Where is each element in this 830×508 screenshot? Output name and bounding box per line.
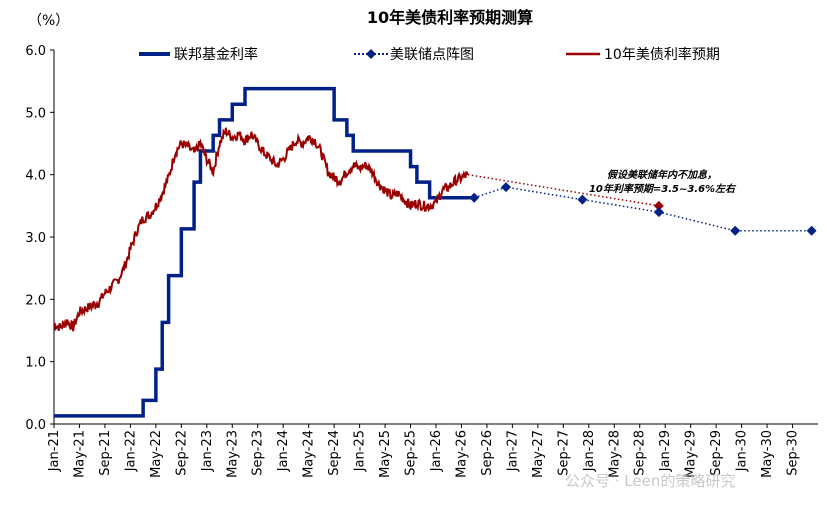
y-tick-label: 2.0 xyxy=(25,293,46,308)
x-tick-label: Jan-28 xyxy=(582,430,597,472)
legend-label-dot-plot: 美联储点阵图 xyxy=(390,47,474,63)
x-tick-label: Sep-21 xyxy=(98,430,113,476)
x-tick-label: Sep-28 xyxy=(633,430,648,476)
chart-title: 10年美债利率预期测算 xyxy=(367,8,533,27)
projection-end-marker xyxy=(653,200,664,211)
x-tick-label: May-30 xyxy=(760,430,775,478)
y-tick-label: 4.0 xyxy=(25,169,46,184)
x-tick-label: May-24 xyxy=(302,430,317,478)
watermark: 公众号 · Leen的策略研究 xyxy=(565,472,735,490)
x-tick-label: Sep-24 xyxy=(327,430,342,476)
x-tick-label: May-26 xyxy=(454,430,469,478)
plot-area xyxy=(53,86,817,418)
dot-plot-marker xyxy=(730,225,741,236)
x-tick-label: May-22 xyxy=(149,430,164,478)
x-tick-label: May-23 xyxy=(225,430,240,478)
x-tick-label: Jan-24 xyxy=(276,430,291,472)
legend-label-10y-yield: 10年美债利率预期 xyxy=(604,46,720,63)
x-tick-label: Sep-22 xyxy=(174,430,189,476)
x-tick-label: Jan-30 xyxy=(735,430,750,472)
x-tick-label: Jan-23 xyxy=(200,430,215,472)
y-axis-label: （%） xyxy=(28,13,69,29)
x-tick-label: May-27 xyxy=(531,430,546,478)
x-tick-label: Jan-27 xyxy=(505,430,520,472)
x-tick-label: Sep-30 xyxy=(786,430,801,476)
x-tick-label: Sep-27 xyxy=(556,430,571,476)
y-tick-label: 3.0 xyxy=(25,231,46,246)
x-tick-label: May-25 xyxy=(378,430,393,478)
y-axis: 0.0 1.0 2.0 3.0 4.0 5.0 6.0 xyxy=(25,44,55,433)
x-tick-label: Jan-29 xyxy=(658,430,673,472)
dot-plot-marker xyxy=(577,194,588,205)
x-tick-label: Sep-26 xyxy=(480,430,495,476)
dot-plot-marker xyxy=(806,225,817,236)
y-tick-label: 1.0 xyxy=(25,356,46,371)
x-tick-label: Jan-26 xyxy=(429,430,444,472)
series-line-10y-yield xyxy=(53,127,469,332)
y-tick-label: 0.0 xyxy=(25,418,46,433)
y-tick-label: 6.0 xyxy=(25,44,46,59)
x-tick-label: Jan-22 xyxy=(123,430,138,472)
x-tick-label: Sep-23 xyxy=(251,430,266,476)
x-axis: Jan-21 May-21 Sep-21 Jan-22 May-22 Sep-22 Jan-… xyxy=(47,423,818,478)
y-tick-label: 5.0 xyxy=(25,106,46,121)
legend-marker-dot-plot xyxy=(366,49,376,59)
x-tick-label: Sep-29 xyxy=(709,430,724,476)
annotation-line-2: 10年利率预期=3.5~3.6%左右 xyxy=(589,183,737,195)
legend: 联邦基金利率 美联储点阵图 10年美债利率预期 xyxy=(139,46,720,63)
x-tick-label: Jan-21 xyxy=(47,430,62,472)
series-line-10y-projection xyxy=(467,173,659,207)
legend-label-fed-rate: 联邦基金利率 xyxy=(174,46,258,63)
dot-plot-marker xyxy=(501,182,512,193)
x-tick-label: May-29 xyxy=(684,430,699,478)
x-tick-label: Sep-25 xyxy=(404,430,419,476)
x-tick-label: Jan-25 xyxy=(353,430,368,472)
annotation-line-1: 假设美联储年内不加息， xyxy=(607,169,717,181)
series-line-fed-rate xyxy=(54,86,475,418)
x-tick-label: May-28 xyxy=(607,430,622,478)
dot-plot-marker xyxy=(653,207,664,218)
dot-plot-marker xyxy=(469,192,480,203)
x-tick-label: May-21 xyxy=(72,430,87,478)
